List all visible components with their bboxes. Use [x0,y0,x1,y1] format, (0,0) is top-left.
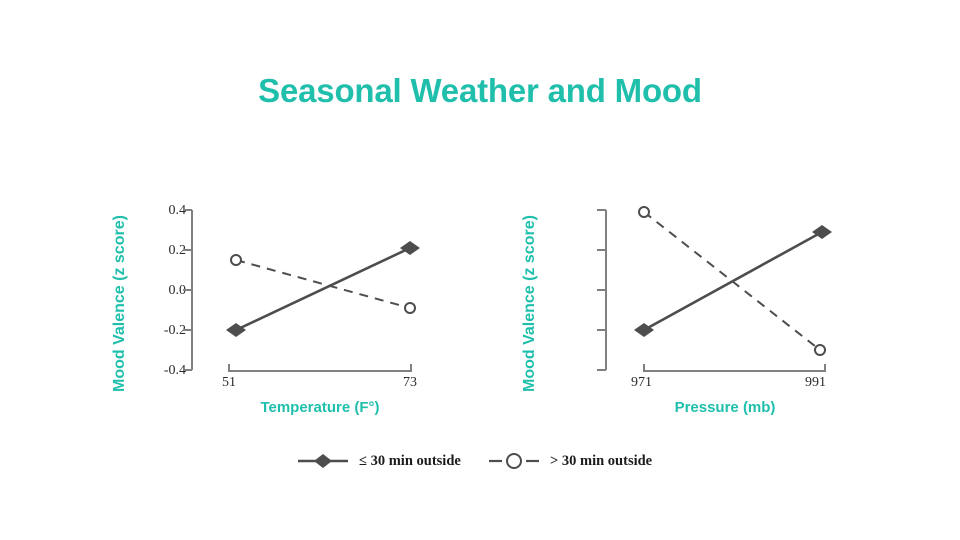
series-line-gt30 [230,254,416,314]
data-point-marker [634,323,654,337]
x-axis-label: Temperature (F°) [260,399,380,416]
x-tick-label: 991 [805,375,826,390]
x-tick-label: 971 [631,375,652,390]
y-axis [183,209,193,371]
x-axis [643,364,826,372]
legend-label: > 30 min outside [550,452,653,469]
legend-marker-open-circle-icon [489,453,539,469]
plot-area-temperature [183,209,420,372]
y-tick-label: 0.2 [168,243,187,258]
data-point-marker [226,323,246,337]
x-axis [228,364,412,372]
chart-legend: ≤ 30 min outside > 30 min outside [0,444,960,478]
chart-panel-pressure: Mood Valence (z score) 0.4 0.2 0.0 -0.2 … [480,0,960,540]
data-point-marker [400,241,420,255]
y-tick-label: 0.4 [168,203,187,218]
legend-item-gt30: > 30 min outside [487,444,652,478]
series-line-lte30 [226,241,420,337]
data-point-marker [638,206,650,218]
plot-area-pressure [597,206,832,372]
legend-marker-filled-diamond-icon [298,454,348,468]
y-tick-label: 0.0 [168,283,187,298]
data-point-marker [404,302,416,314]
chart-panel-temperature: Mood Valence (z score) 0.4 0.2 0.0 -0.2 … [111,203,420,416]
legend-label: ≤ 30 min outside [359,452,461,469]
data-point-marker [230,254,242,266]
y-axis [597,209,607,371]
legend-item-lte30: ≤ 30 min outside [296,444,461,478]
x-tick-label: 73 [403,375,417,390]
data-point-marker [814,344,826,356]
page-title: Seasonal Weather and Mood [258,72,702,109]
x-tick-label: 51 [222,375,236,390]
y-tick-label: -0.4 [163,363,186,378]
series-line-gt30 [638,206,826,356]
y-tick-label: -0.2 [163,323,186,338]
x-axis-label: Pressure (mb) [674,399,776,416]
data-point-marker [812,225,832,239]
series-line-lte30 [634,225,832,337]
